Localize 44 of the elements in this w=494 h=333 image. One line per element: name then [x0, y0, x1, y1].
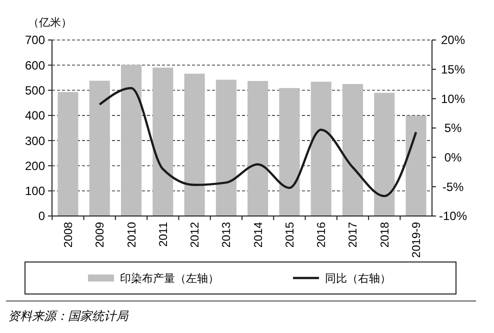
bar	[279, 88, 300, 216]
bar	[406, 116, 426, 216]
text: 资料来源：国家统计局	[8, 309, 129, 323]
y2-tick-label: -10%	[438, 209, 468, 224]
bar	[58, 92, 78, 216]
x-tick-label: 2008	[62, 222, 75, 248]
bar	[342, 84, 364, 216]
bar	[310, 82, 332, 216]
y2-tick-label: -5%	[442, 180, 464, 194]
line-series	[98, 87, 418, 198]
bar	[120, 64, 142, 216]
y-tick-label: 200	[24, 158, 46, 173]
x-tick-label: 2011	[158, 222, 170, 247]
y2-tick-label: 20%	[440, 33, 466, 48]
bar	[248, 80, 268, 216]
y2-tick-label: 0%	[444, 150, 462, 165]
y2-tick-label: 10%	[440, 92, 466, 106]
x-tick-label: 2010	[126, 222, 138, 248]
x-tick-label: 2009	[94, 222, 107, 248]
y2-tick-label: 15%	[440, 62, 466, 77]
bar	[374, 92, 395, 216]
y2-tick-label: 5%	[444, 121, 462, 136]
y-axis-title: （亿米）	[28, 16, 72, 29]
legend-label: 同比（右轴）	[325, 272, 391, 285]
bar	[89, 80, 110, 216]
x-tick-label: 2019-9	[411, 222, 424, 258]
x-tick-label: 2012	[190, 222, 202, 248]
y-tick-label: 300	[24, 134, 46, 148]
x-tick-label: 2015	[284, 222, 296, 248]
x-tick-label: 2018	[379, 222, 392, 248]
y-tick-label: 100	[24, 184, 46, 198]
x-tick-label: 2013	[221, 222, 234, 248]
x-tick-label: 2017	[348, 222, 360, 248]
bar	[152, 68, 174, 216]
x-tick-label: 2014	[252, 221, 265, 248]
y-tick-label: 0	[38, 209, 46, 224]
bar	[216, 80, 236, 216]
bar	[184, 74, 205, 216]
y-tick-label: 600	[24, 58, 46, 72]
y-tick-label: 700	[24, 33, 46, 48]
y-tick-label: 500	[24, 83, 46, 98]
y-tick-label: 400	[24, 108, 46, 123]
legend-label: 印染布产量（左轴）	[120, 272, 219, 285]
x-tick-label: 2016	[316, 222, 328, 248]
